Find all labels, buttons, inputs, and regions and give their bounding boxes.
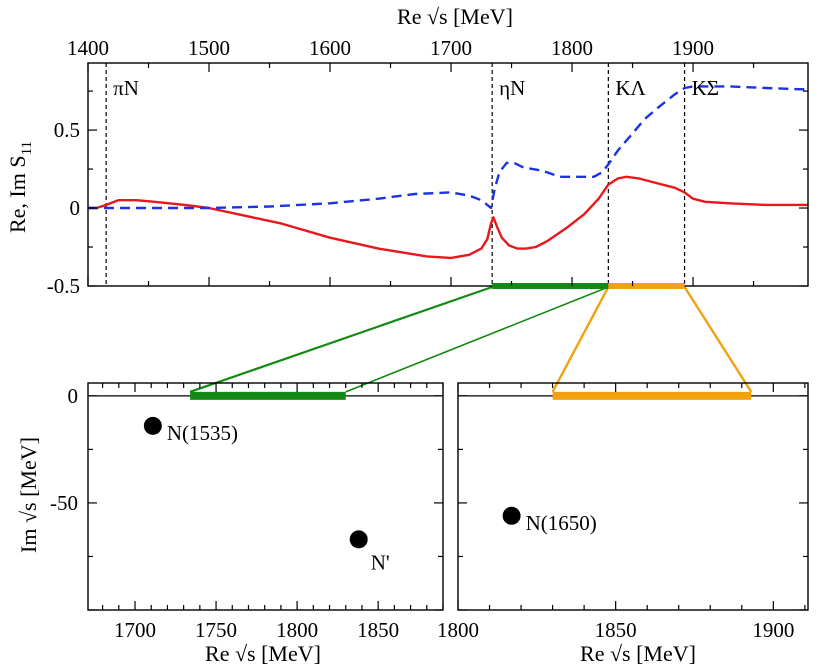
frame	[457, 382, 809, 611]
bottom-right-panel: N(1650) 1800 1850 1900 Re √s [MeV]	[437, 382, 809, 666]
top-xtick-label-3: 1700	[430, 36, 472, 60]
ytick-label-0: 0	[68, 384, 79, 408]
band-orange	[608, 283, 685, 289]
top-ytick-label-2: 0.5	[54, 118, 80, 142]
xtick-label-2: 1900	[752, 618, 794, 642]
xtick-label-0: 1800	[437, 618, 479, 642]
frame	[87, 382, 444, 611]
band-green	[492, 283, 609, 289]
series-line-0	[88, 175, 808, 260]
band	[552, 391, 752, 400]
top-xtick-label-2: 1600	[309, 36, 351, 60]
top-ylabel-sub: 11	[19, 141, 35, 155]
top-ytick-label-0: -0.5	[47, 274, 80, 298]
threshold-label-1: ηN	[499, 76, 525, 100]
br-xlabel: Re √s [MeV]	[580, 641, 696, 666]
connector-orange-left	[551, 286, 610, 393]
xtick-label-1: 1750	[195, 618, 237, 642]
threshold-label-2: KΛ	[615, 76, 646, 100]
connector-orange-right	[683, 286, 753, 393]
threshold-label-0: πN	[113, 76, 139, 100]
bl-ylabel: Im √s [MeV]	[16, 437, 41, 553]
pole-label-0: N(1650)	[526, 511, 597, 535]
top-xtick-label-0: 1400	[67, 36, 109, 60]
zoom-connectors	[189, 285, 753, 393]
pole-label-0: N(1535)	[167, 421, 238, 445]
top-panel: πN ηN KΛ KΣ 1400 1500 1600 1700 1800 1900 -0.5 0 0.5…	[5, 4, 809, 298]
pole-point-1	[349, 530, 368, 549]
top-xlabel: Re √s [MeV]	[397, 4, 513, 29]
top-ytick-label-1: 0	[70, 196, 81, 220]
pole-point-0	[502, 506, 521, 525]
top-xtick-label-4: 1800	[551, 36, 593, 60]
connector-green-right	[345, 286, 609, 393]
top-xtick-label-5: 1900	[672, 36, 714, 60]
xtick-label-1: 1850	[595, 618, 637, 642]
top-xtick-label-1: 1500	[188, 36, 230, 60]
band	[190, 391, 346, 400]
series-line-1	[88, 85, 808, 210]
threshold-label-3: KΣ	[692, 76, 719, 100]
pole-label-1: N'	[371, 550, 390, 574]
xtick-label-2: 1800	[276, 618, 318, 642]
top-ylabel-main: Re, Im S	[5, 155, 30, 233]
bl-xlabel: Re √s [MeV]	[205, 641, 321, 666]
connector-green-left	[189, 285, 493, 393]
xtick-label-3: 1850	[357, 618, 399, 642]
top-ylabel: Re, Im S11	[5, 141, 35, 233]
xtick-label-0: 1700	[114, 618, 156, 642]
pole-point-0	[143, 416, 162, 435]
ytick-label-1: -50	[50, 491, 78, 515]
top-frame	[87, 62, 809, 287]
bottom-left-panel: N(1535) N' 1700 1750 1800 1850 0 -50 Re √s [Me…	[16, 382, 444, 666]
